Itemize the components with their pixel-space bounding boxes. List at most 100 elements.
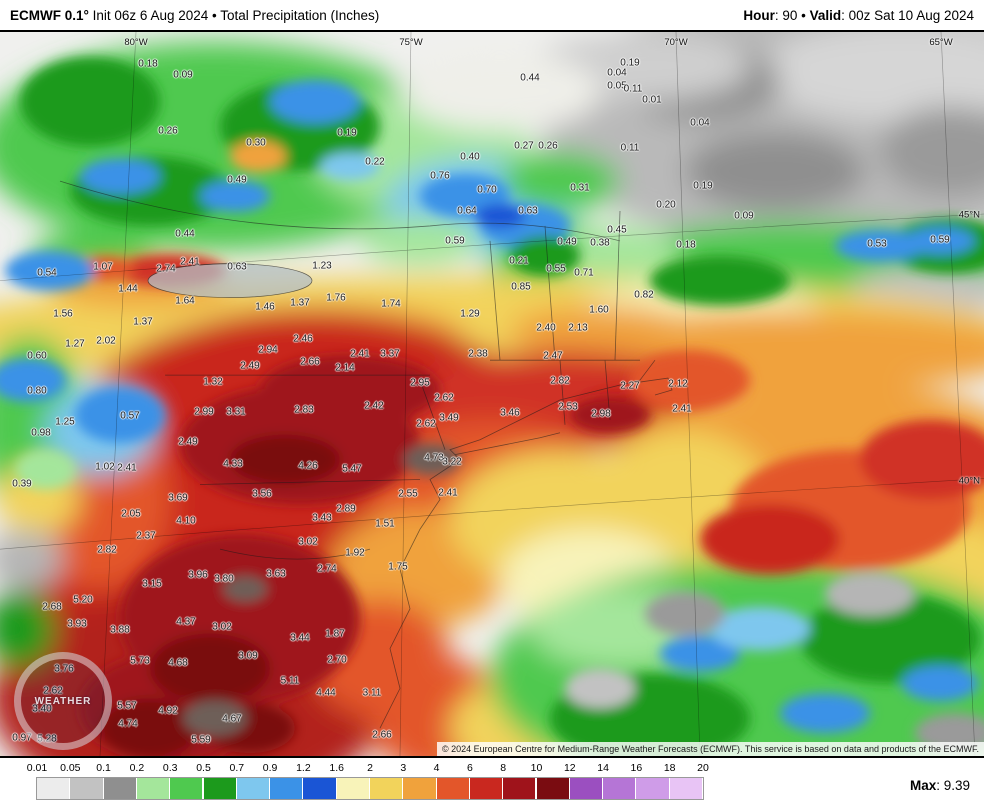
colorbar-tick-label: 20 — [697, 762, 709, 774]
precip-value-label: 2.55 — [398, 488, 418, 500]
colorbar-segment — [569, 778, 604, 799]
precip-value-label: 1.27 — [65, 338, 85, 350]
precip-value-label: 4.10 — [176, 515, 196, 527]
watermark-logo: WEATHER — [14, 652, 112, 750]
precip-value-label: 2.41 — [350, 348, 370, 360]
lakes-layer — [147, 263, 313, 298]
precip-value-label: 1.56 — [53, 308, 73, 320]
precip-value-label: 1.25 — [55, 416, 75, 428]
precip-value-label: 4.74 — [118, 718, 138, 730]
longitude-label: 65°W — [929, 37, 953, 48]
precip-value-label: 2.41 — [438, 487, 458, 499]
colorbar-tick-label: 10 — [530, 762, 543, 774]
precip-value-label: 5.47 — [342, 463, 362, 475]
colorbar-tick-label: 0.2 — [129, 762, 145, 774]
precip-value-label: 1.64 — [175, 295, 195, 307]
precip-value-label: 2.41 — [117, 462, 137, 474]
title-rest: Init 06z 6 Aug 2024 • Total Precipitatio… — [88, 7, 380, 23]
precip-value-label: 3.88 — [110, 624, 130, 636]
colorbar-tick-label: 18 — [663, 762, 676, 774]
precip-value-label: 3.69 — [168, 492, 188, 504]
longitude-label: 80°W — [124, 37, 148, 48]
precip-value-label: 1.46 — [255, 301, 275, 313]
precip-value-label: 3.09 — [238, 650, 258, 662]
precip-value-label: 2.82 — [97, 544, 117, 556]
precip-value-label: 1.37 — [290, 297, 310, 309]
precip-value-label: 3.11 — [362, 687, 382, 699]
colorbar-segment — [403, 778, 437, 799]
precip-value-label: 0.63 — [518, 205, 538, 217]
precip-value-label: 3.80 — [214, 573, 234, 585]
precip-value-label: 3.15 — [142, 578, 162, 590]
precip-value-label: 3.44 — [290, 632, 310, 644]
colorbar-segment — [37, 778, 71, 799]
precip-value-label: 2.98 — [591, 408, 611, 420]
precip-value-label: 0.85 — [511, 281, 531, 293]
colorbar-tick-label: 1.2 — [296, 762, 311, 774]
precip-value-label: 0.05 — [607, 80, 627, 92]
colorbar-tick-label: 0.5 — [196, 762, 211, 774]
latitude-label: 45°N — [958, 209, 980, 221]
precip-value-label: 1.51 — [375, 518, 395, 530]
hour-value: : 90 • — [774, 7, 810, 23]
precip-value-label: 0.64 — [457, 205, 477, 217]
colorbar-tick-label: 0.1 — [96, 762, 111, 774]
precip-value-label: 1.87 — [325, 628, 345, 640]
precip-value-label: 0.04 — [607, 67, 627, 79]
colorbar-tick-label: 0.9 — [262, 762, 278, 774]
precip-value-label: 2.94 — [258, 344, 278, 356]
hour-label: Hour — [743, 7, 775, 23]
precip-value-label: 0.20 — [656, 199, 676, 211]
precip-value-label: 0.63 — [227, 261, 247, 273]
colorbar-segment — [103, 778, 137, 799]
precip-value-label: 3.46 — [500, 407, 520, 419]
precip-value-label: 2.41 — [672, 403, 692, 415]
precip-value-label: 1.07 — [93, 261, 113, 273]
colorbar-tick-label: 0.01 — [26, 762, 48, 774]
precip-value-label: 0.39 — [12, 478, 32, 490]
precip-value-label: 0.44 — [175, 228, 195, 240]
colorbar-segment — [203, 778, 237, 799]
precip-value-label: 2.46 — [293, 333, 313, 345]
precip-value-label: 4.73 — [424, 452, 444, 464]
colorbar-segment — [270, 778, 304, 799]
precip-value-label: 0.09 — [734, 210, 754, 222]
colorbar-segment — [669, 778, 703, 799]
colorbar-tick-label: 0.3 — [162, 762, 178, 774]
precip-value-label: 5.20 — [73, 594, 93, 606]
precip-value-label: 0.22 — [365, 156, 385, 168]
precip-value-label: 2.95 — [410, 377, 430, 389]
precip-value-label: 3.31 — [226, 406, 246, 418]
precip-value-label: 3.49 — [439, 412, 459, 424]
precip-value-label: 2.70 — [327, 654, 347, 666]
precip-value-label: 0.70 — [477, 184, 497, 196]
colorbar-segment — [303, 778, 337, 799]
title-bar: ECMWF 0.1° Init 06z 6 Aug 2024 • Total P… — [0, 0, 984, 30]
precip-value-label: 2.42 — [364, 400, 384, 412]
precip-value-label: 2.62 — [434, 392, 454, 404]
precip-value-label: 3.63 — [266, 568, 286, 580]
colorbar-tick-label: 12 — [563, 762, 576, 774]
precip-value-label: 0.19 — [337, 127, 357, 139]
precip-value-label: 1.75 — [388, 561, 408, 573]
precip-value-label: 1.02 — [95, 461, 115, 473]
precip-value-label: 2.41 — [180, 256, 200, 268]
valid-value: : 00z Sat 10 Aug 2024 — [841, 7, 974, 23]
colorbar-segment — [170, 778, 204, 799]
precip-value-label: 0.40 — [460, 151, 480, 163]
precip-value-label: 1.32 — [203, 376, 223, 388]
longitude-label: 70°W — [664, 37, 688, 48]
precip-value-label: 1.23 — [312, 260, 332, 272]
precip-value-label: 0.11 — [620, 142, 640, 154]
legend-bar: 0.01 0.05 0.1 0.2 0.3 0.5 0.7 0.9 1.2 1.6 2 3 4 6 8 10 1… — [0, 758, 984, 806]
precip-value-label: 1.60 — [589, 304, 609, 316]
precip-value-label: 5.59 — [191, 734, 211, 746]
precip-field-canvas — [0, 32, 984, 756]
max-label: Max — [909, 778, 937, 793]
latlon-grid — [0, 32, 984, 756]
max-number: : 9.39 — [936, 778, 970, 793]
colorbar-segment — [536, 778, 570, 799]
precip-value-label: 1.29 — [460, 308, 480, 320]
precip-value-label: 2.38 — [468, 348, 488, 360]
precip-value-label: 1.37 — [133, 316, 153, 328]
